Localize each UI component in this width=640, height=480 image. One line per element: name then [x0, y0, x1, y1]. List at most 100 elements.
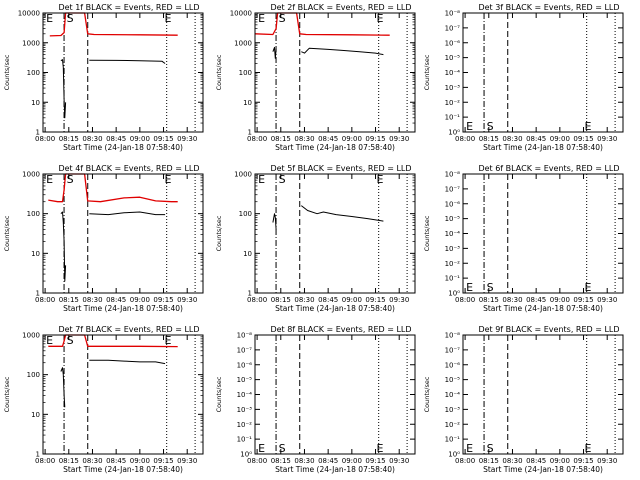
x-tick-label: 09:00 [550, 457, 570, 465]
y-tick-label: 10⁻⁴ [445, 230, 461, 238]
y-tick-label: 10 [31, 99, 40, 107]
event-letter-e: E [377, 173, 384, 186]
x-tick-label: 08:30 [82, 296, 102, 304]
x-tick-label: 08:45 [318, 296, 338, 304]
event-letter-e: E [585, 281, 592, 294]
x-tick-label: 09:30 [389, 135, 409, 143]
y-tick-label: 1 [36, 290, 40, 298]
x-tick-label: 08:30 [82, 457, 102, 465]
x-tick-label: 08:15 [271, 296, 291, 304]
x-tick-label: 08:15 [271, 457, 291, 465]
y-tick-label: 10⁰ [448, 129, 460, 137]
x-tick-label: 08:15 [479, 296, 499, 304]
panel-det2: Det 2f BLACK = Events, RED = LLD Counts/s… [215, 3, 416, 152]
event-letter-s: S [67, 12, 74, 25]
x-tick-label: 08:15 [59, 135, 79, 143]
x-tick-label: 08:45 [526, 135, 546, 143]
panel-det7: Det 7f BLACK = Events, RED = LLD Counts/s… [3, 325, 204, 474]
x-tick-label: 08:30 [294, 296, 314, 304]
x-tick-label: 08:00 [455, 457, 475, 465]
x-tick-label: 09:15 [153, 457, 173, 465]
y-tick-label: 10⁻² [445, 421, 461, 429]
y-tick-label: 10⁻⁵ [237, 376, 253, 384]
y-tick-label: 10 [243, 99, 252, 107]
event-letter-s: S [67, 173, 74, 186]
series-line-events [301, 47, 384, 56]
x-tick-label: 08:30 [502, 135, 522, 143]
x-tick-label: 09:00 [550, 135, 570, 143]
event-letter-e: E [46, 12, 53, 25]
y-tick-label: 10⁻² [237, 421, 253, 429]
x-tick-label: 09:15 [365, 296, 385, 304]
y-axis-label: Counts/sec [215, 376, 223, 412]
x-tick-label: 09:00 [130, 296, 150, 304]
event-letter-e: E [466, 442, 473, 455]
x-tick-label: 08:45 [318, 135, 338, 143]
y-tick-label: 10⁻⁵ [445, 54, 461, 62]
event-letter-e: E [585, 120, 592, 133]
event-letter-s: S [279, 442, 286, 455]
x-axis-label: Start Time (24-Jan-18 07:58:40) [63, 304, 183, 313]
x-tick-label: 09:30 [389, 457, 409, 465]
panel-title: Det 5f BLACK = Events, RED = LLD [270, 164, 411, 173]
event-letter-s: S [279, 173, 286, 186]
panel-det6: Det 6f BLACK = Events, RED = LLD Counts/s… [423, 164, 624, 313]
y-tick-label: 10 [243, 250, 252, 258]
series-line-events [60, 211, 67, 282]
event-letter-e: E [46, 334, 53, 347]
x-tick-label: 09:15 [573, 135, 593, 143]
y-tick-label: 10⁻⁷ [445, 24, 461, 32]
y-tick-label: 10⁻¹ [445, 275, 461, 283]
y-tick-label: 10⁻⁵ [445, 376, 461, 384]
y-tick-label: 10⁻¹ [237, 436, 253, 444]
plot-frame [42, 334, 204, 455]
series-line-lld [254, 12, 390, 36]
event-letter-e: E [585, 442, 592, 455]
panel-title: Det 6f BLACK = Events, RED = LLD [478, 164, 619, 173]
plot-frame [254, 173, 416, 294]
x-tick-label: 08:00 [247, 457, 267, 465]
y-tick-label: 10⁻⁷ [445, 346, 461, 354]
y-tick-label: 10⁰ [240, 451, 252, 459]
x-tick-label: 09:00 [550, 296, 570, 304]
y-axis-label: Counts/sec [3, 376, 11, 412]
y-axis-label: Counts/sec [423, 215, 431, 251]
panel-title: Det 3f BLACK = Events, RED = LLD [478, 3, 619, 12]
x-tick-label: 09:15 [153, 135, 173, 143]
y-tick-label: 1 [36, 451, 40, 459]
y-tick-label: 1000 [234, 39, 252, 47]
y-tick-label: 100 [239, 69, 252, 77]
event-letter-e: E [377, 12, 384, 25]
panel-det3: Det 3f BLACK = Events, RED = LLD Counts/s… [423, 3, 624, 152]
x-tick-label: 08:30 [502, 457, 522, 465]
series-line-events [60, 59, 67, 119]
event-letter-s: S [487, 442, 494, 455]
event-letter-s: S [279, 12, 286, 25]
x-tick-label: 09:00 [130, 135, 150, 143]
y-axis-label: Counts/sec [3, 54, 11, 90]
x-tick-label: 08:00 [35, 296, 55, 304]
y-tick-label: 100 [27, 210, 40, 218]
event-letter-e: E [258, 173, 265, 186]
y-tick-label: 10⁰ [448, 290, 460, 298]
x-tick-label: 09:15 [365, 457, 385, 465]
event-letter-e: E [377, 442, 384, 455]
x-tick-label: 08:15 [479, 135, 499, 143]
plot-frame [254, 12, 416, 133]
event-letter-e: E [165, 12, 172, 25]
series-line-lld [48, 173, 178, 203]
plot-frame [462, 173, 624, 294]
x-axis-label: Start Time (24-Jan-18 07:58:40) [483, 304, 603, 313]
y-tick-label: 10⁻⁷ [445, 185, 461, 193]
y-tick-label: 10⁻¹ [445, 436, 461, 444]
x-tick-label: 09:30 [597, 457, 617, 465]
x-tick-label: 08:00 [247, 135, 267, 143]
panel-title: Det 7f BLACK = Events, RED = LLD [58, 325, 199, 334]
y-tick-label: 1000 [22, 171, 40, 179]
event-letter-e: E [258, 12, 265, 25]
x-tick-label: 09:30 [597, 296, 617, 304]
event-letter-e: E [165, 173, 172, 186]
x-tick-label: 08:45 [318, 457, 338, 465]
panel-det4: Det 4f BLACK = Events, RED = LLD Counts/s… [3, 164, 204, 313]
y-tick-label: 10⁻⁶ [445, 39, 461, 47]
